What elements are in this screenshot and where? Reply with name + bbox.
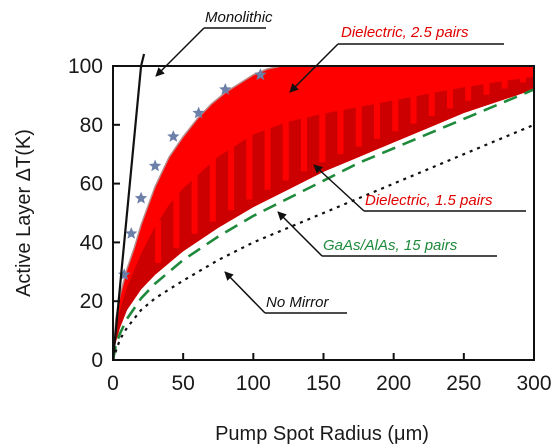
annotation-monolithic: Monolithic bbox=[155, 9, 273, 77]
x-tick-label: 100 bbox=[236, 372, 271, 395]
data-point-star bbox=[125, 227, 138, 239]
y-tick-label: 40 bbox=[80, 231, 103, 254]
band-stripe bbox=[410, 91, 417, 124]
data-point-star bbox=[219, 83, 232, 95]
y-tick-label: 60 bbox=[80, 173, 103, 196]
annotation-monolithic-label: Monolithic bbox=[205, 9, 273, 26]
band-stripe bbox=[520, 72, 526, 83]
x-tick-label: 50 bbox=[171, 372, 194, 395]
y-axis-title: Active Layer ΔT(K) bbox=[13, 129, 35, 297]
band-stripe bbox=[173, 193, 180, 248]
annotation-gaas-alas-15-pairs: GaAs/AlAs, 15 pairs bbox=[277, 211, 497, 257]
data-point-star bbox=[192, 106, 205, 119]
x-tick-label: 200 bbox=[376, 372, 411, 395]
band-stripe bbox=[355, 101, 362, 147]
annotation-dielectric-1-5-pairs-label: Dielectric, 1.5 pairs bbox=[365, 192, 493, 209]
series-gaas-alas-15-pairs bbox=[113, 88, 534, 360]
annotation-dielectric-2-5-pairs-arrow bbox=[289, 43, 339, 93]
band-stripe bbox=[428, 87, 435, 116]
annotation-dielectric-1-5-pairs-arrow bbox=[313, 164, 365, 212]
series-monolithic-extension bbox=[139, 53, 146, 67]
annotation-dielectric-1-5-pairs: Dielectric, 1.5 pairs bbox=[313, 164, 526, 212]
x-tick-label: 250 bbox=[446, 372, 481, 395]
band-stripe bbox=[483, 78, 490, 95]
annotation-no-mirror: No Mirror bbox=[224, 271, 347, 314]
band-stripe bbox=[319, 108, 326, 163]
band-upper-fill bbox=[113, 66, 534, 360]
y-tick-label: 20 bbox=[80, 290, 103, 313]
annotation-dielectric-2-5-pairs: Dielectric, 2.5 pairs bbox=[289, 24, 504, 93]
y-tick-label: 100 bbox=[68, 55, 103, 78]
band-stripe bbox=[228, 144, 235, 211]
y-tick-label: 0 bbox=[91, 349, 103, 372]
annotation-dielectric-2-5-pairs-label: Dielectric, 2.5 pairs bbox=[341, 24, 469, 41]
series-no-mirror bbox=[113, 123, 534, 360]
annotation-monolithic-arrow bbox=[155, 27, 205, 77]
annotation-no-mirror-label: No Mirror bbox=[266, 294, 330, 311]
band-stripe bbox=[447, 84, 453, 109]
data-point-star bbox=[148, 159, 162, 172]
band-stripe bbox=[264, 124, 271, 190]
band-stripe bbox=[501, 75, 508, 89]
x-axis-title: Pump Spot Radius (μm) bbox=[215, 423, 429, 445]
band-stripes bbox=[155, 72, 526, 263]
y-tick-label: 80 bbox=[80, 114, 103, 137]
band-stripe bbox=[301, 112, 307, 172]
annotation-gaas-alas-15-pairs-arrow bbox=[277, 211, 323, 257]
band-stripe bbox=[374, 98, 380, 139]
y-axis-ticks: 0 20 40 60 80 100 bbox=[68, 55, 120, 372]
data-point-star bbox=[167, 130, 180, 142]
band-stripe bbox=[282, 117, 289, 181]
band-stripe bbox=[337, 105, 344, 155]
band-stripe bbox=[465, 81, 472, 101]
annotation-no-mirror-arrow bbox=[224, 271, 266, 314]
data-point-star bbox=[254, 68, 267, 81]
band-stripe bbox=[209, 158, 216, 222]
band-stripe bbox=[246, 132, 253, 200]
band-stripe bbox=[392, 94, 399, 132]
band-stripe bbox=[191, 174, 198, 234]
x-axis-ticks: 0 50 100 150 200 250 300 bbox=[107, 353, 552, 395]
data-point-star bbox=[134, 191, 148, 204]
x-tick-label: 300 bbox=[516, 372, 551, 395]
series-monolithic bbox=[111, 65, 143, 361]
x-tick-label: 150 bbox=[306, 372, 341, 395]
annotation-gaas-alas-15-pairs-label: GaAs/AlAs, 15 pairs bbox=[323, 237, 458, 254]
band-stripe bbox=[155, 220, 162, 263]
plot-area bbox=[113, 66, 534, 360]
x-tick-label: 0 bbox=[107, 372, 119, 395]
